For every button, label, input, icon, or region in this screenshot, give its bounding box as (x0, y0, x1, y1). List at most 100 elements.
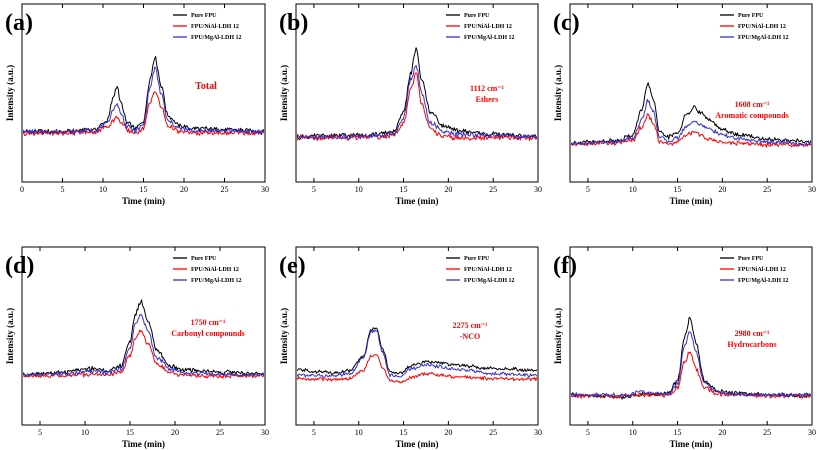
panel-b: 5 10 15 20 25 30 Time (min) Intensity (a.u.) (b)… (279, 3, 542, 206)
x-tick-label: 5 (61, 185, 65, 194)
x-axis-title: Time (min) (122, 196, 165, 206)
x-tick-label: 10 (99, 185, 107, 194)
legend-entry: FPU/MgAl-LDH 12 (464, 278, 515, 284)
x-tick-label: 20 (718, 428, 726, 437)
panel-f: 5 10 15 20 25 30 Time (min) Intensity (a.u.) (f)… (553, 246, 816, 449)
x-tick-label: 5 (312, 185, 316, 194)
plot-frame (295, 3, 539, 183)
annotation-text: Carbonyl compounds (171, 329, 245, 338)
legend-entry: FPU/MgAl-LDH 12 (738, 278, 789, 284)
x-tick-label: 15 (140, 185, 148, 194)
legend-entry: FPU/NiAl-LDH 12 (738, 267, 786, 273)
series-line-pure-fpu (571, 317, 811, 400)
panel-label: (e) (279, 253, 306, 279)
x-tick-label: 30 (808, 185, 816, 194)
x-tick-label: 5 (38, 428, 42, 437)
plot-frame (295, 246, 539, 426)
series-line-fpu-nial-ldh-12 (571, 351, 811, 399)
legend-entry: FPU/MgAl-LDH 12 (738, 35, 789, 41)
x-tick-label: 0 (20, 185, 24, 194)
annotation-text: Aromatic compounds (715, 111, 788, 120)
series-line-pure-fpu (297, 47, 537, 141)
x-axis-title: Time (min) (395, 439, 438, 449)
legend-entry: FPU/NiAl-LDH 12 (191, 24, 239, 30)
annotation-text: 2275 cm⁻¹ (453, 321, 488, 330)
series-line-pure-fpu (297, 327, 537, 375)
x-tick-label: 30 (534, 185, 542, 194)
series-line-fpu-mgal-ldh-12 (297, 329, 537, 378)
x-tick-label: 10 (355, 185, 363, 194)
x-tick-label: 30 (808, 428, 816, 437)
series-line-pure-fpu (23, 299, 264, 377)
x-axis-title: Time (min) (395, 196, 438, 206)
panel-label: (c) (553, 10, 580, 36)
x-tick-label: 25 (763, 185, 771, 194)
series-line-pure-fpu (571, 82, 811, 146)
legend-entry: FPU/MgAl-LDH 12 (464, 35, 515, 41)
x-tick-label: 20 (444, 185, 452, 194)
y-axis-title: Intensity (a.u.) (5, 65, 15, 121)
panel-label: (d) (5, 253, 34, 279)
legend-entry: Pure FPU (191, 13, 217, 19)
legend-entry: Pure FPU (464, 256, 490, 262)
x-tick-label: 25 (221, 185, 229, 194)
x-tick-label: 5 (312, 428, 316, 437)
series-line-fpu-mgal-ldh-12 (297, 64, 537, 141)
x-tick-label: 5 (586, 428, 590, 437)
x-axis-title: Time (min) (669, 196, 712, 206)
annotation-text: Ethers (476, 95, 499, 104)
panel-e: 5 10 15 20 25 30 Time (min) Intensity (a.u.) (e)… (279, 246, 542, 449)
series-line-fpu-nial-ldh-12 (297, 354, 537, 384)
y-axis-title: Intensity (a.u.) (279, 65, 289, 121)
x-tick-label: 20 (180, 185, 188, 194)
panel-label: (f) (553, 253, 577, 279)
x-tick-label: 10 (81, 428, 89, 437)
x-tick-label: 15 (674, 185, 682, 194)
x-tick-label: 15 (400, 428, 408, 437)
x-tick-label: 20 (718, 185, 726, 194)
legend-entry: FPU/NiAl-LDH 12 (191, 267, 239, 273)
plot-frame (21, 3, 266, 183)
x-axis-title: Time (min) (669, 439, 712, 449)
panel-label: (a) (5, 10, 33, 36)
y-axis-title: Intensity (a.u.) (553, 308, 563, 364)
plot-frame (569, 3, 813, 183)
series-line-fpu-mgal-ldh-12 (23, 314, 264, 378)
x-tick-label: 25 (763, 428, 771, 437)
x-axis-title: Time (min) (122, 439, 165, 449)
legend-entry: FPU/NiAl-LDH 12 (464, 24, 512, 30)
series-line-fpu-nial-ldh-12 (571, 113, 811, 148)
x-tick-label: 25 (489, 428, 497, 437)
x-tick-label: 10 (629, 428, 637, 437)
x-tick-label: 25 (489, 185, 497, 194)
annotation-text: Total (195, 81, 217, 92)
panel-c: 5 10 15 20 25 30 Time (min) Intensity (a.u.) (c)… (553, 3, 816, 206)
series-line-fpu-mgal-ldh-12 (571, 98, 811, 147)
x-tick-label: 25 (216, 428, 224, 437)
annotation-text: Hydrocarbons (727, 340, 776, 349)
series-line-fpu-nial-ldh-12 (297, 72, 537, 141)
annotation-text: 1608 cm⁻¹ (735, 100, 770, 109)
annotation-text: 2980 cm⁻¹ (735, 329, 770, 338)
x-tick-label: 30 (534, 428, 542, 437)
x-tick-label: 15 (400, 185, 408, 194)
legend-entry: FPU/NiAl-LDH 12 (738, 24, 786, 30)
x-tick-label: 10 (355, 428, 363, 437)
series-line-pure-fpu (23, 56, 264, 135)
x-tick-label: 30 (261, 428, 269, 437)
x-tick-label: 20 (444, 428, 452, 437)
x-tick-label: 15 (674, 428, 682, 437)
legend-entry: Pure FPU (464, 13, 490, 19)
y-axis-title: Intensity (a.u.) (553, 65, 563, 121)
annotation-text: 1750 cm⁻¹ (191, 318, 226, 327)
series-line-fpu-mgal-ldh-12 (23, 66, 264, 136)
x-tick-label: 20 (171, 428, 179, 437)
panel-d: 5 10 15 20 25 30 Time (min) Intensity (a.u.) (d)… (5, 246, 269, 449)
legend-entry: Pure FPU (738, 13, 764, 19)
series-line-fpu-nial-ldh-12 (23, 329, 264, 379)
series-line-fpu-mgal-ldh-12 (571, 331, 811, 398)
legend-entry: FPU/MgAl-LDH 12 (191, 278, 242, 284)
x-tick-label: 30 (261, 185, 269, 194)
y-axis-title: Intensity (a.u.) (279, 308, 289, 364)
